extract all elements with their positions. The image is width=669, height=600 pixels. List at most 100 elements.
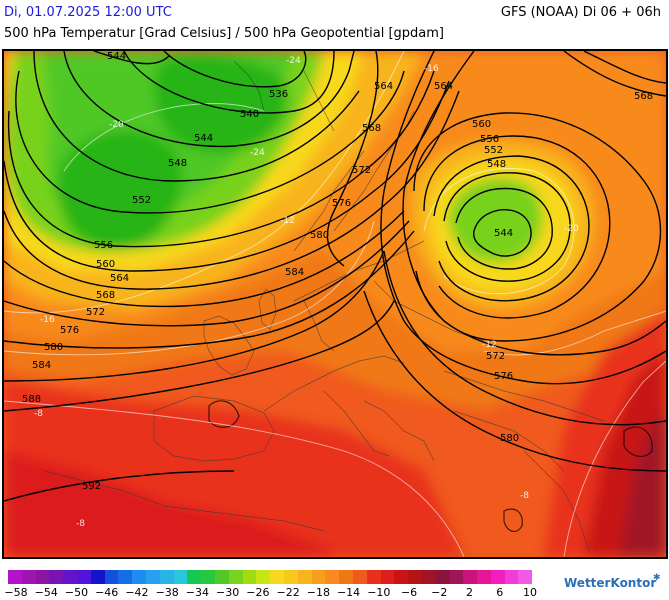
legend-tick-label: 10 — [523, 586, 537, 599]
geo-label: 556 — [94, 240, 113, 251]
legend-swatch — [90, 570, 105, 584]
legend-swatch — [201, 570, 215, 584]
map-subtitle: 500 hPa Temperatur [Grad Celsius] / 500 … — [4, 26, 445, 41]
geo-label: 548 — [487, 159, 506, 170]
temp-label: -8 — [520, 491, 529, 501]
legend-tick-label: 2 — [466, 586, 474, 599]
legend-swatch — [270, 570, 284, 584]
temp-label: -8 — [76, 519, 85, 529]
geo-label: 544 — [194, 133, 213, 144]
legend-swatch — [118, 570, 133, 584]
map-svg: 544 536 540 544 548 552 556 560 564 568 … — [4, 51, 666, 557]
legend-swatch — [463, 570, 478, 584]
geo-label: 560 — [96, 259, 115, 270]
legend-tick-label: −2 — [431, 586, 448, 599]
legend-swatch — [283, 570, 298, 584]
legend-tick-label: 6 — [496, 586, 504, 599]
brand-logo: WetterKontor — [564, 576, 657, 590]
weather-map: 544 536 540 544 548 552 556 560 564 568 … — [2, 49, 668, 559]
geo-label: 576 — [332, 198, 351, 209]
geo-label: 572 — [352, 165, 371, 176]
legend-swatch — [104, 570, 119, 584]
legend-swatch — [8, 570, 22, 584]
header: Di, 01.07.2025 12:00 UTC GFS (NOAA) Di 0… — [0, 0, 669, 48]
geo-label: 580 — [44, 342, 63, 353]
legend-tick-label: −30 — [216, 586, 240, 599]
geo-label: 564 — [434, 81, 453, 92]
legend-swatch — [518, 570, 533, 584]
color-legend — [8, 570, 533, 584]
geo-label: 592 — [82, 481, 101, 492]
geo-label: 560 — [472, 119, 491, 130]
legend-swatch — [339, 570, 353, 584]
geo-label: 540 — [240, 109, 259, 120]
legend-tick-label: −38 — [155, 586, 179, 599]
legend-swatch — [187, 570, 202, 584]
geo-label: 548 — [168, 158, 187, 169]
legend-swatch — [311, 570, 326, 584]
temp-label: -12 — [280, 216, 295, 226]
model-run-label: GFS (NOAA) Di 06 + 06h — [500, 5, 661, 20]
legend-swatch — [63, 570, 77, 584]
legend-tick-label: −34 — [185, 586, 210, 599]
geo-label: 588 — [22, 394, 41, 405]
temp-zone-dark-green — [57, 130, 183, 249]
legend-swatch — [421, 570, 436, 584]
temp-label: -20 — [109, 120, 124, 130]
legend-swatch — [394, 570, 409, 584]
temp-label: -24 — [250, 148, 265, 158]
temp-label: -20 — [564, 224, 579, 234]
legend-swatch — [145, 570, 160, 584]
legend-ticks: −58 −54 −50 −46 −42 −38 −34 −30 −26 −22 −18 −14 −10−… — [4, 586, 548, 600]
geo-label: 580 — [310, 230, 329, 241]
legend-tick-label: −18 — [306, 586, 330, 599]
legend-swatch — [435, 570, 450, 584]
temp-zone-east-darkest — [619, 411, 666, 557]
forecast-date: Di, 01.07.2025 12:00 UTC — [4, 5, 172, 20]
geo-label: 564 — [374, 81, 393, 92]
temperature-labels: -24 -20 -16 -12 -8 -8 -8 -12 -16 -20 -24 — [34, 56, 579, 529]
geo-label: 552 — [132, 195, 151, 206]
legend-swatch — [35, 570, 50, 584]
legend-swatch — [449, 570, 464, 584]
legend-tick-label: −50 — [64, 586, 89, 599]
legend-swatch — [352, 570, 367, 584]
geopotential-contours — [4, 51, 666, 502]
legend-tick-label: −46 — [95, 586, 119, 599]
geo-label: 556 — [480, 134, 499, 145]
legend-swatch — [408, 570, 422, 584]
geo-label: 576 — [494, 371, 513, 382]
legend-swatch — [228, 570, 243, 584]
temp-label: -8 — [34, 409, 43, 419]
geo-label: 568 — [362, 123, 381, 134]
legend-tick-label: −6 — [400, 586, 418, 599]
legend-tick-label: −14 — [336, 586, 361, 599]
geo-label: 552 — [484, 145, 503, 156]
legend-tick-label: −22 — [276, 586, 300, 599]
geo-label: 568 — [96, 290, 115, 301]
temp-label: -12 — [482, 340, 497, 350]
legend-swatch — [256, 570, 271, 584]
legend-tick-label: −42 — [125, 586, 149, 599]
legend-swatch — [504, 570, 519, 584]
legend-swatch — [21, 570, 36, 584]
temp-zone-red-2 — [4, 451, 334, 557]
legend-swatch — [366, 570, 381, 584]
geo-label: 576 — [60, 325, 79, 336]
legend-swatch — [173, 570, 188, 584]
legend-swatch — [297, 570, 312, 584]
legend-swatch — [325, 570, 340, 584]
geo-label: 568 — [634, 91, 653, 102]
legend-swatch — [242, 570, 257, 584]
legend-swatch — [477, 570, 491, 584]
legend-swatch — [214, 570, 229, 584]
geo-label: 584 — [285, 267, 304, 278]
legend-swatch — [76, 570, 91, 584]
geo-label: 584 — [32, 360, 51, 371]
legend-swatch — [132, 570, 146, 584]
legend-swatch — [380, 570, 395, 584]
geo-label: 572 — [86, 307, 105, 318]
legend-tick-label: −54 — [34, 586, 58, 599]
temp-zone-dark-green-2 — [153, 56, 289, 154]
temp-label: -16 — [424, 64, 439, 74]
